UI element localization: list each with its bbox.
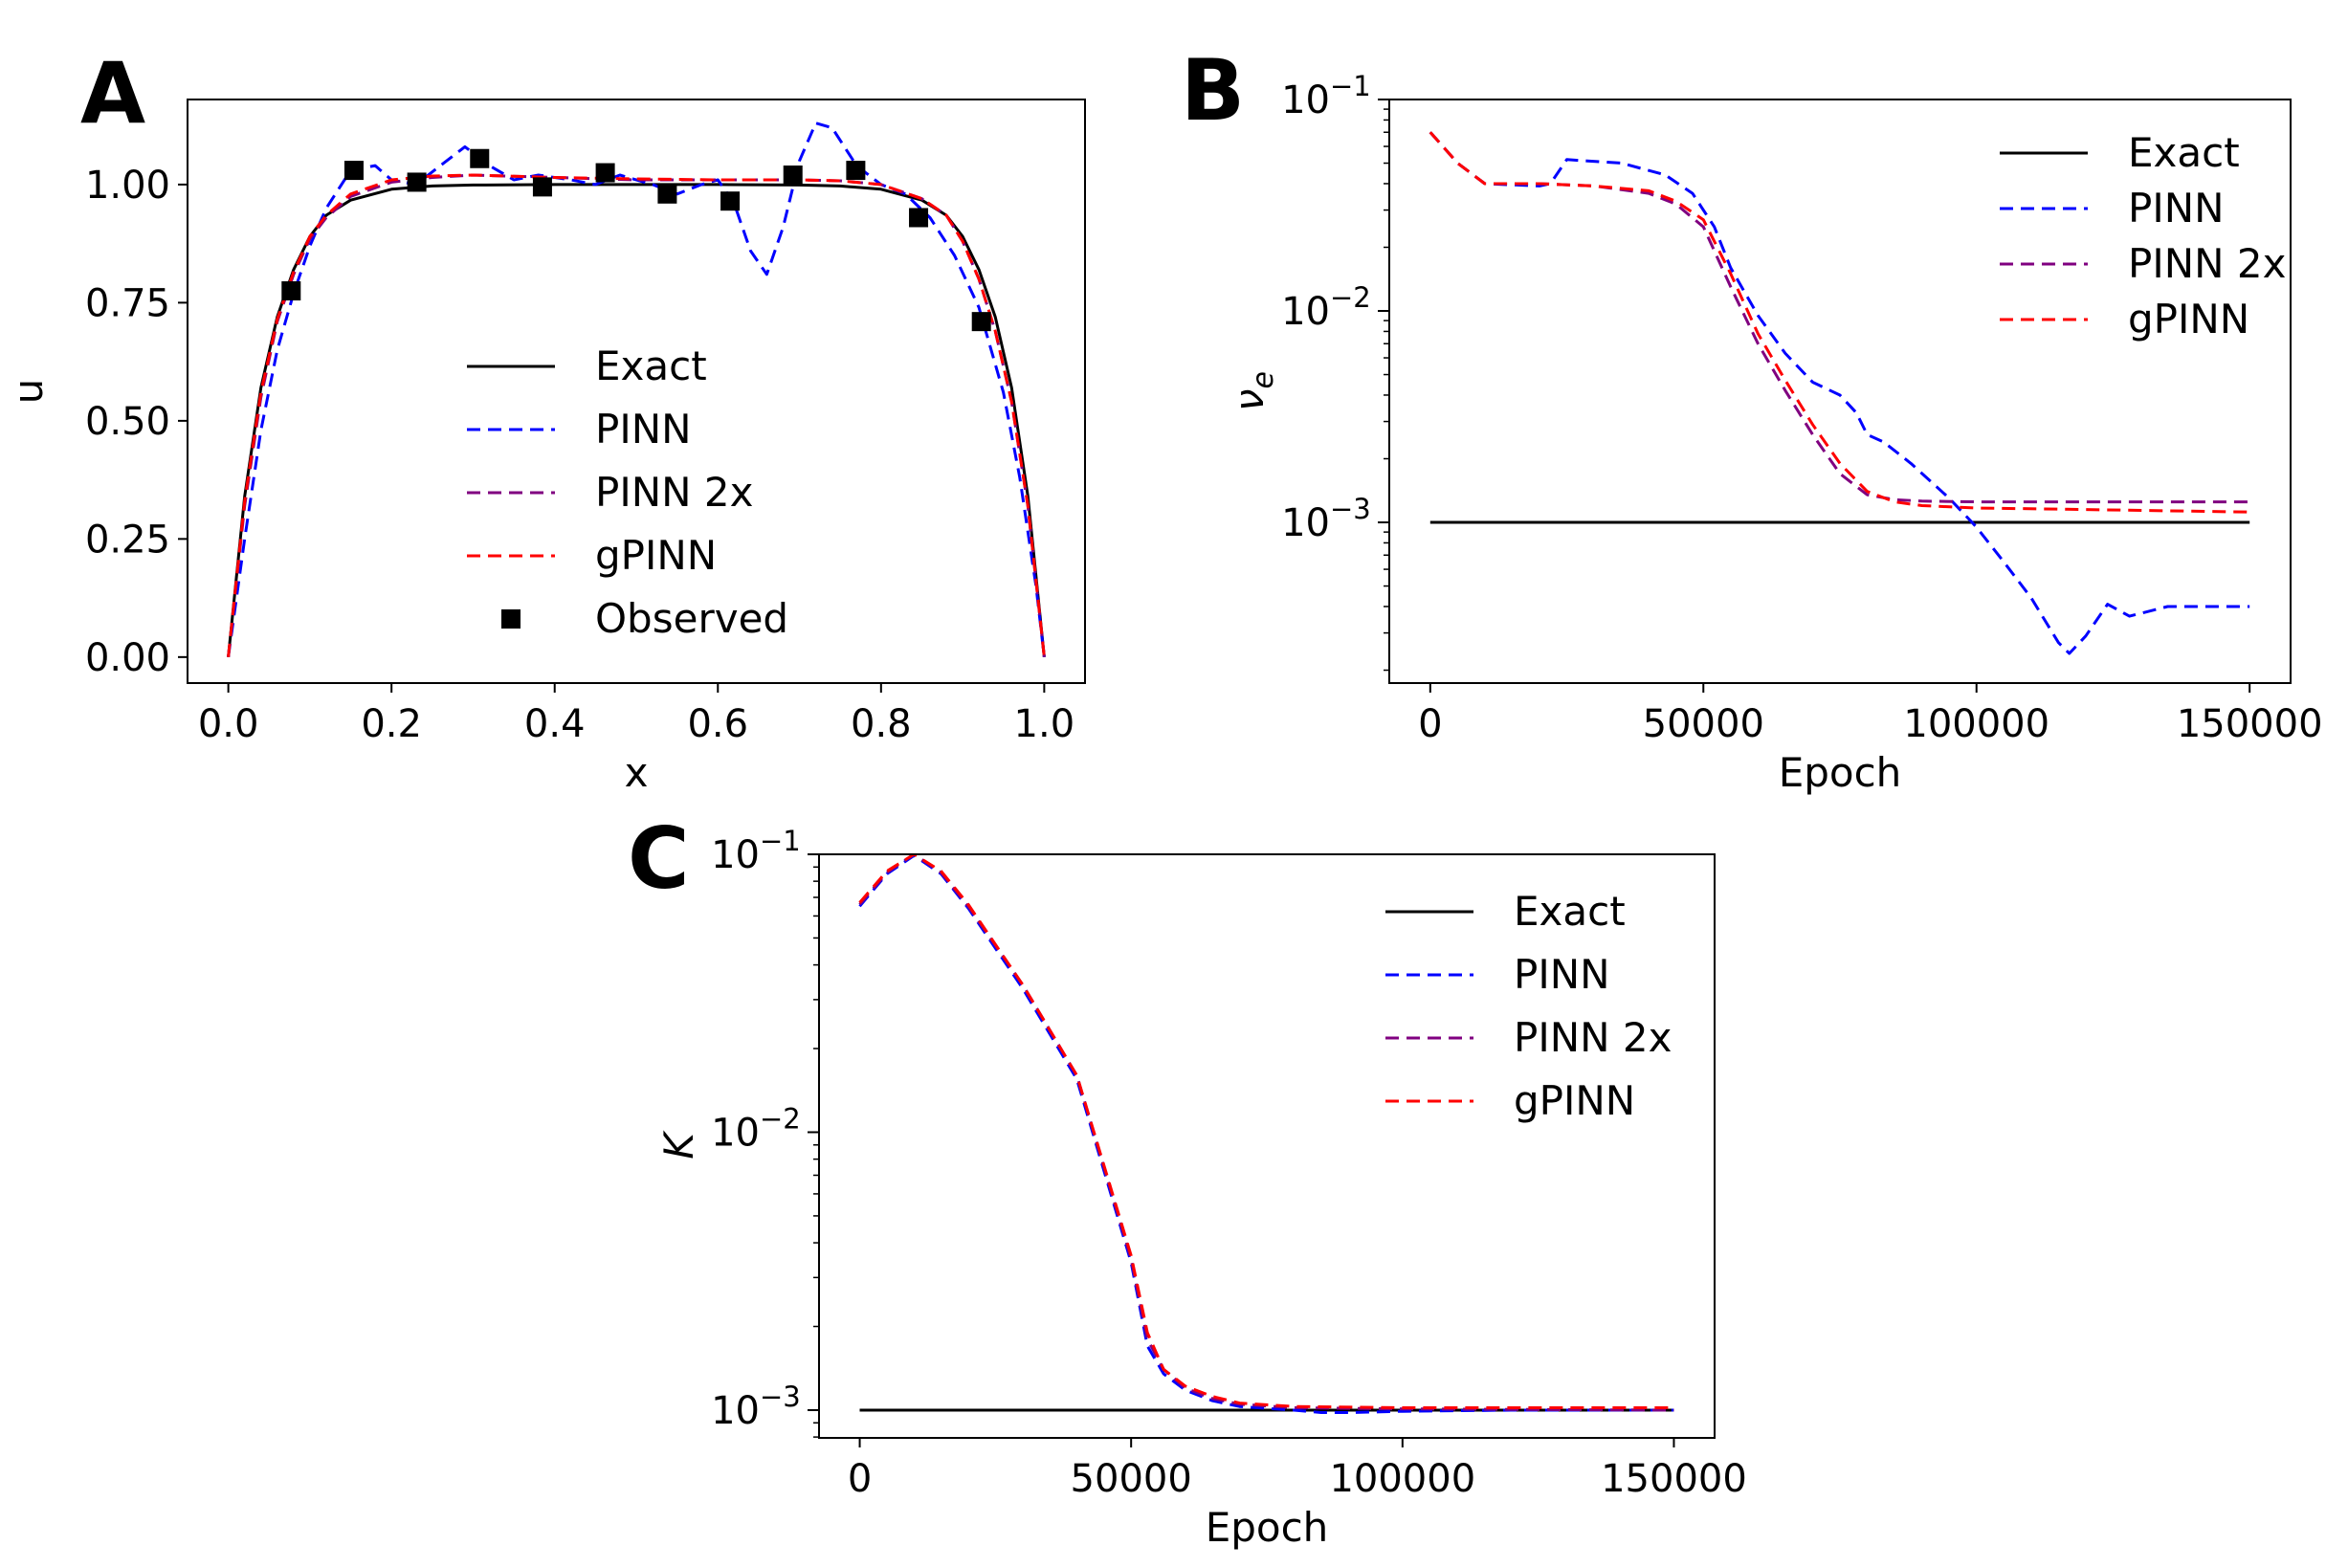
observed-point	[470, 148, 490, 168]
y-tick-exponent: −1	[1330, 70, 1371, 102]
x-tick-label: 100000	[1329, 1457, 1475, 1501]
legend-label-gpinn: gPINN	[595, 532, 717, 579]
series-line-pinn	[858, 854, 1674, 1414]
legend-label-gpinn: gPINN	[2128, 296, 2249, 342]
y-tick-exponent: −2	[1330, 281, 1371, 314]
legend: Exact PINN PINN 2x gPINN Observed	[467, 342, 788, 642]
x-tick-label: 50000	[1071, 1457, 1192, 1501]
observed-point	[783, 166, 803, 186]
x-tick-label: 0.0	[198, 702, 259, 746]
series-line-pinn-2x	[1429, 131, 2250, 504]
y-tick-label: 0.50	[85, 400, 170, 444]
legend-label-pinn-2x: PINN 2x	[2128, 240, 2286, 287]
observed-point	[407, 172, 427, 192]
legend-marker-observed	[501, 609, 521, 629]
y-tick-exponent: −2	[760, 1102, 801, 1135]
panel-label-c: C	[628, 809, 690, 908]
observed-point	[909, 208, 929, 228]
legend: Exact PINN PINN 2x gPINN	[1385, 888, 1672, 1124]
y-axis-label: νe	[1226, 371, 1280, 411]
legend: Exact PINN PINN 2x gPINN	[2000, 129, 2286, 342]
x-tick-label: 0.4	[524, 702, 586, 746]
y-tick-label: 10	[1281, 78, 1330, 122]
x-tick-label: 0	[1418, 702, 1442, 746]
y-tick-exponent: −1	[760, 825, 801, 857]
legend-label-pinn: PINN	[2128, 185, 2225, 232]
series-group	[227, 121, 1046, 658]
legend-label-gpinn: gPINN	[1514, 1077, 1635, 1124]
observed-point	[971, 312, 991, 332]
observed-point	[657, 184, 677, 204]
x-tick-label: 150000	[2177, 702, 2323, 746]
y-axis-label: K	[655, 1130, 702, 1159]
axes-frame	[818, 853, 1716, 1439]
axes-frame	[187, 99, 1086, 684]
series-line-exact	[227, 183, 1046, 657]
y-tick-label: 10	[1281, 290, 1330, 334]
y-tick-exponent: −3	[760, 1380, 801, 1413]
y-tick-label: 10	[711, 1111, 760, 1155]
observed-point	[281, 281, 301, 301]
y-tick-label: 10	[711, 833, 760, 877]
x-axis-label: Epoch	[1779, 749, 1902, 796]
series-line-gpinn	[227, 173, 1046, 657]
legend-label-pinn-2x: PINN 2x	[1514, 1014, 1672, 1061]
series-line-pinn-2x	[858, 854, 1674, 1412]
series-line-pinn	[1429, 131, 2250, 655]
y-axis-label: u	[5, 379, 52, 405]
observed-point	[343, 161, 364, 181]
legend-label-pinn: PINN	[595, 406, 692, 453]
y-tick-label: 10	[1281, 501, 1330, 545]
series-line-gpinn	[1429, 131, 2250, 514]
legend-label-exact: Exact	[2128, 129, 2240, 176]
x-tick-label: 100000	[1903, 702, 2049, 746]
y-tick-exponent: −3	[1330, 493, 1371, 525]
y-axis-label-main: ν	[1226, 389, 1273, 411]
legend-label-observed: Observed	[595, 595, 788, 642]
y-tick-label: 0.00	[85, 636, 170, 680]
y-tick-label: 10	[711, 1389, 760, 1433]
observed-point	[846, 161, 866, 181]
axes-frame	[1388, 99, 2292, 684]
x-tick-label: 0.6	[687, 702, 748, 746]
legend-label-exact: Exact	[595, 342, 707, 389]
x-tick-label: 50000	[1643, 702, 1764, 746]
y-axis-label-sub: e	[1247, 371, 1280, 388]
x-tick-label: 1.0	[1014, 702, 1075, 746]
legend-label-exact: Exact	[1514, 888, 1626, 935]
series-group	[1429, 131, 2250, 655]
x-tick-label: 150000	[1601, 1457, 1747, 1501]
series-group	[858, 854, 1674, 1414]
x-tick-label: 0.8	[851, 702, 912, 746]
y-tick-label: 0.25	[85, 518, 170, 562]
legend-label-pinn-2x: PINN 2x	[595, 469, 753, 516]
panel-label-b: B	[1181, 41, 1245, 140]
series-line-gpinn	[858, 854, 1674, 1409]
y-tick-label: 1.00	[85, 164, 170, 208]
observed-point	[720, 191, 741, 211]
x-axis-label: Epoch	[1206, 1504, 1329, 1551]
x-tick-label: 0	[848, 1457, 872, 1501]
y-tick-label: 0.75	[85, 281, 170, 325]
x-axis-label: x	[625, 749, 649, 796]
panel-a: A 0.0 0.2 0.4 0.6 0.8 1.0 0.00 0.25 0.50 0.75 1.00 x…	[5, 44, 1086, 796]
observed-point	[595, 163, 615, 183]
panel-label-a: A	[80, 44, 145, 143]
legend-label-pinn: PINN	[1514, 951, 1610, 998]
observed-point	[532, 177, 552, 197]
x-tick-label: 0.2	[361, 702, 422, 746]
